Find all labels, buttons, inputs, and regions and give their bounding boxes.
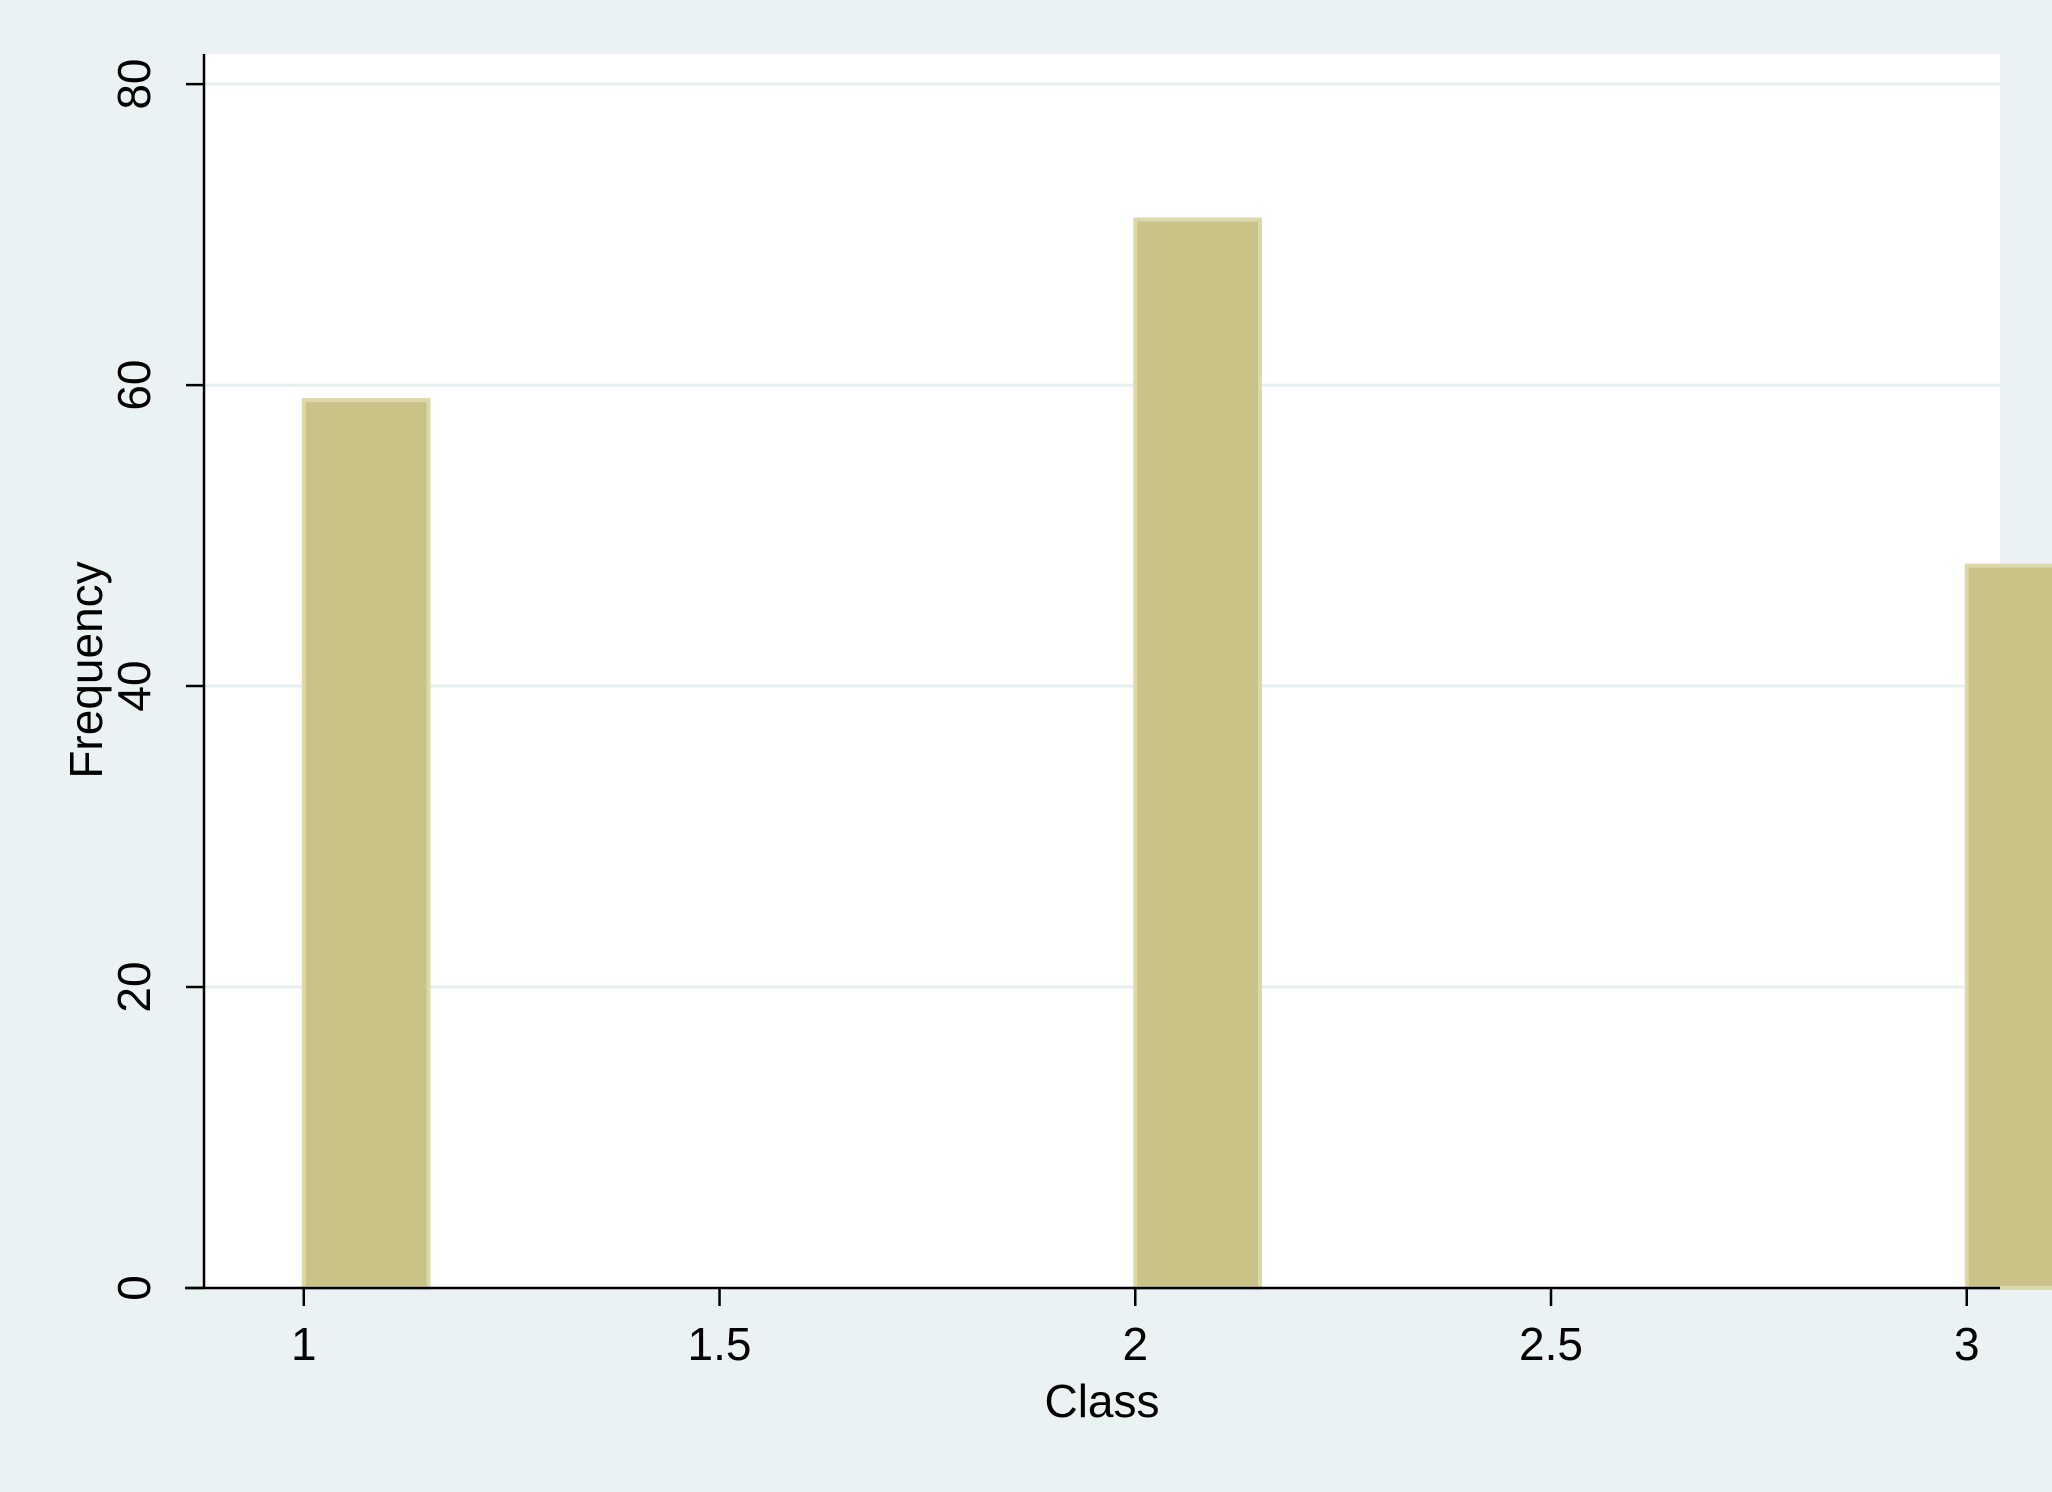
y-tick-label-20: 20 xyxy=(108,961,160,1012)
y-tick-label-40: 40 xyxy=(108,660,160,711)
bar-class-3 xyxy=(1964,563,2052,1290)
x-tick-label-2: 2 xyxy=(1122,1318,1148,1370)
axes xyxy=(185,54,2000,1290)
y-ticks: 0 20 40 60 80 xyxy=(108,59,204,1301)
bar-class-2 xyxy=(1133,217,1262,1290)
x-tick-label-2.5: 2.5 xyxy=(1519,1318,1583,1370)
x-tick-label-1: 1 xyxy=(291,1318,317,1370)
y-tick-label-0: 0 xyxy=(108,1275,160,1301)
y-tick-label-80: 80 xyxy=(108,59,160,110)
x-axis-title: Class xyxy=(1044,1375,1159,1427)
x-ticks: 1 1.5 2 2.5 3 xyxy=(291,1288,1980,1370)
gridlines xyxy=(204,82,2000,989)
x-tick-label-3: 3 xyxy=(1954,1318,1980,1370)
y-tick-label-60: 60 xyxy=(108,359,160,410)
bar-class-1 xyxy=(301,398,431,1290)
x-tick-label-1.5: 1.5 xyxy=(688,1318,752,1370)
plot-area xyxy=(204,54,2000,1288)
y-axis-title: Frequency xyxy=(60,561,112,778)
